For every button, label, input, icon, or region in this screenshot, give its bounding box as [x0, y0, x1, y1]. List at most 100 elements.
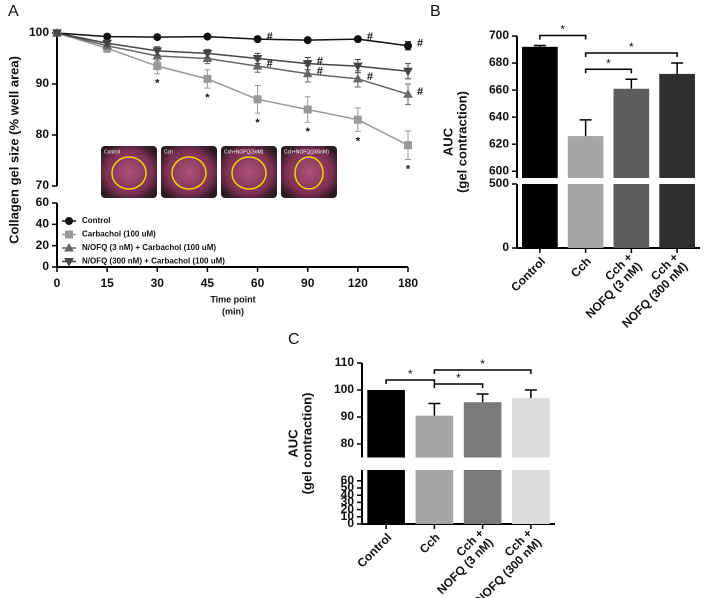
y-tick-label: 660	[489, 82, 509, 96]
x-tick-label: 120	[348, 276, 368, 290]
y-axis-title: Collagen gel size (% well area)	[6, 56, 21, 244]
marker	[404, 41, 412, 50]
y-tick-label: 0	[42, 259, 49, 273]
annotation: #	[417, 86, 423, 98]
annotation: #	[267, 31, 273, 43]
marker	[404, 141, 412, 150]
bar	[512, 398, 550, 458]
legend-label: Control	[82, 216, 110, 225]
error-bar	[428, 402, 441, 416]
x-tick-label: 180	[398, 276, 418, 290]
marker	[202, 49, 213, 59]
x-tick-label: Cch	[568, 254, 594, 280]
error-bar	[476, 393, 489, 403]
x-tick-label-line: Cch	[568, 254, 594, 280]
y-tick-label: 680	[489, 55, 509, 69]
series-line	[56, 32, 409, 146]
legend-marker	[65, 230, 73, 239]
series-line	[56, 32, 409, 95]
panel-label: A	[8, 3, 19, 20]
bar	[463, 470, 502, 524]
y-tick-label: 50	[341, 480, 355, 494]
marker	[103, 32, 112, 41]
bar	[613, 184, 650, 248]
y-axis-title: (gel contraction)	[454, 91, 469, 193]
y-tick-label: 600	[489, 163, 509, 177]
inset-photo	[161, 146, 217, 198]
y-tick-label: 40	[36, 217, 50, 231]
significance-label: *	[629, 40, 634, 54]
annotation: *	[255, 117, 260, 129]
significance-label: *	[408, 367, 413, 381]
significance-label: *	[456, 371, 461, 385]
bar	[659, 73, 695, 178]
x-tick-label: 90	[301, 276, 315, 290]
bar	[367, 390, 405, 458]
x-tick-label: Control	[354, 530, 394, 570]
significance-bracket	[584, 52, 678, 58]
inset-label: Cch	[164, 149, 173, 155]
annotation: #	[317, 66, 323, 78]
y-tick-label: 80	[341, 436, 355, 450]
error-bar	[579, 119, 592, 137]
marker	[403, 67, 413, 77]
y-tick-label: 10	[341, 509, 355, 523]
inset-photo	[281, 146, 337, 198]
marker	[303, 36, 312, 45]
significance-label: *	[480, 357, 485, 371]
significance-bracket	[433, 383, 484, 389]
y-tick-label: 40	[341, 487, 355, 501]
y-axis-title: (gel contraction)	[299, 393, 314, 495]
y-tick-label: 20	[36, 238, 50, 252]
y-tick-label: 20	[341, 502, 355, 516]
y-tick-label: 100	[29, 25, 49, 39]
panel-label: B	[430, 3, 441, 20]
annotation: *	[406, 163, 411, 175]
y-tick-label: 110	[335, 355, 355, 369]
marker	[52, 29, 62, 39]
x-tick-label-line: Control	[508, 254, 548, 294]
annotation: *	[155, 78, 160, 90]
marker	[403, 89, 413, 98]
bar	[367, 470, 405, 524]
y-tick-label: 60	[341, 473, 355, 487]
y-tick-label: 80	[36, 127, 50, 141]
inset-label: Cch+NOFQ(3nM)	[224, 149, 264, 155]
x-tick-label-line: Cch	[417, 530, 443, 556]
x-tick-label: 60	[251, 276, 265, 290]
y-tick-label: 700	[489, 28, 509, 42]
significance-label: *	[560, 23, 565, 37]
marker	[252, 55, 263, 64]
annotation: *	[306, 126, 311, 138]
gel-outline	[111, 156, 147, 190]
y-tick-label: 0	[347, 516, 354, 530]
y-tick-label: 620	[489, 136, 509, 150]
bar	[522, 184, 558, 248]
inset-photo	[221, 146, 277, 198]
bar	[463, 402, 502, 458]
bar	[613, 88, 650, 178]
series-line	[56, 32, 409, 47]
significance-bracket	[385, 379, 436, 384]
marker	[252, 61, 263, 70]
marker	[353, 35, 362, 44]
x-tick-label: 45	[201, 276, 215, 290]
marker	[303, 105, 312, 114]
x-tick-label: Cch	[417, 530, 443, 556]
legend-label: N/OFQ (3 nM) + Carbachol (100 uM)	[82, 243, 216, 252]
bar	[415, 470, 454, 524]
bar	[567, 136, 604, 178]
error-bar	[533, 44, 546, 47]
bar	[522, 46, 558, 178]
significance-bracket	[584, 68, 633, 74]
gel-outline	[171, 156, 207, 190]
marker	[203, 74, 212, 83]
marker	[302, 68, 313, 78]
significance-bracket	[539, 34, 587, 40]
y-tick-label: 70	[36, 178, 50, 192]
bar	[567, 184, 604, 248]
y-tick-label: 0	[502, 240, 509, 254]
y-tick-label: 640	[489, 109, 509, 123]
annotation: #	[267, 58, 273, 70]
x-axis-title: Time point	[210, 294, 255, 304]
